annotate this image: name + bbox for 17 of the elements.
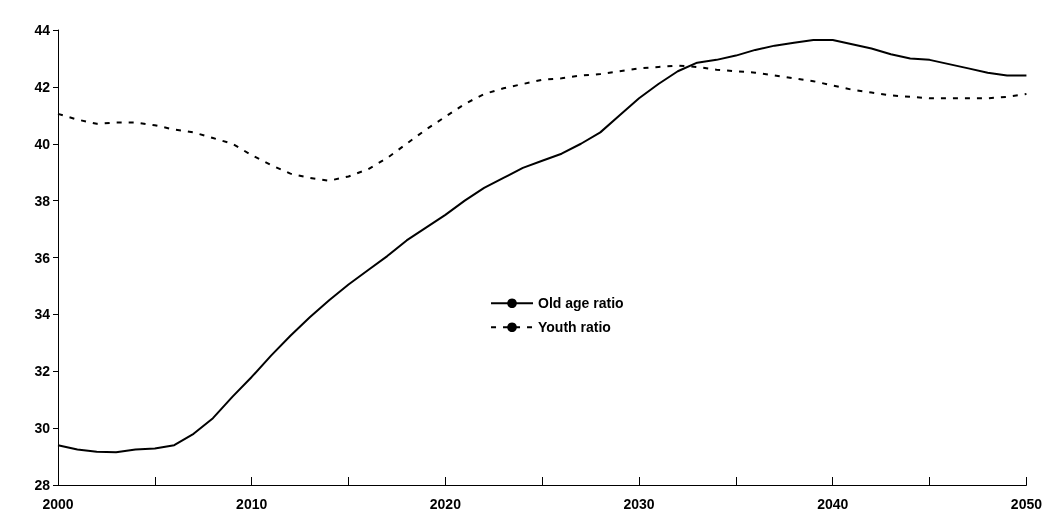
x-tick-label: 2000 bbox=[42, 496, 74, 512]
y-tick-label: 28 bbox=[34, 477, 51, 493]
y-tick-label: 38 bbox=[34, 192, 51, 209]
y-tick-label: 42 bbox=[34, 78, 51, 95]
y-tick-label: 36 bbox=[34, 249, 51, 266]
y-tick-label: 30 bbox=[34, 420, 51, 437]
y-tick-label: 34 bbox=[34, 306, 51, 323]
x-tick-label: 2040 bbox=[817, 496, 849, 512]
x-tick-label: 2010 bbox=[236, 496, 268, 512]
x-tick-label: 2050 bbox=[1010, 496, 1043, 512]
y-tick-label: 44 bbox=[34, 22, 51, 38]
y-tick-label: 40 bbox=[34, 135, 51, 152]
x-tick-label: 2020 bbox=[429, 496, 462, 512]
legend-label: Old age ratio bbox=[538, 295, 624, 312]
y-tick-label: 32 bbox=[34, 363, 51, 380]
legend-label: Youth ratio bbox=[538, 319, 611, 336]
x-tick-label: 2030 bbox=[623, 496, 655, 512]
